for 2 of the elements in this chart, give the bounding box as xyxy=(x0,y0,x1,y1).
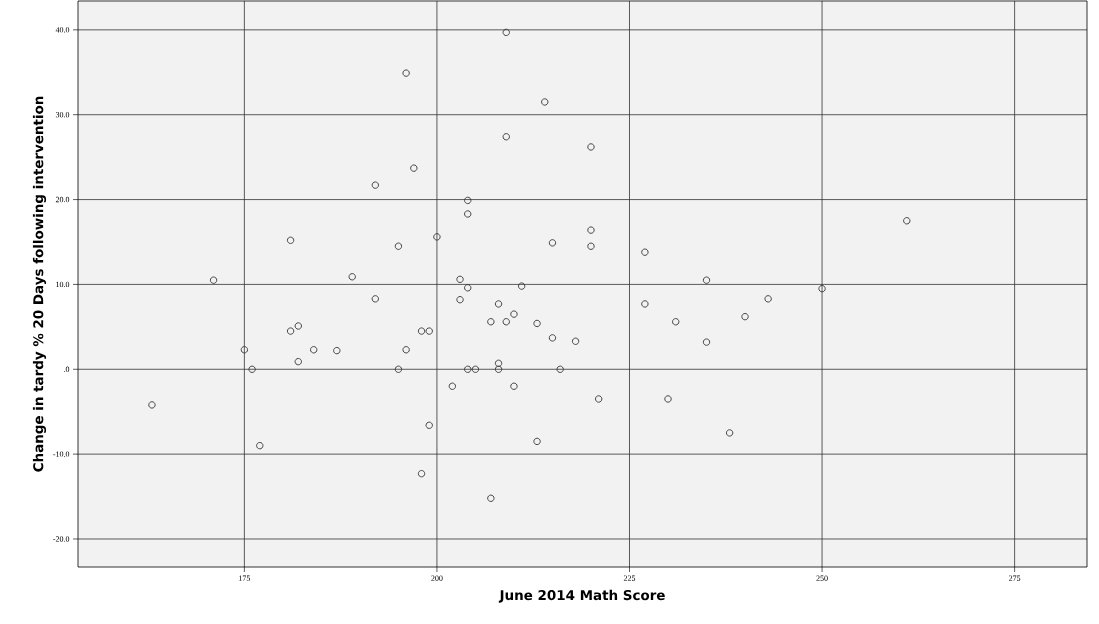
x-axis-title: June 2014 Math Score xyxy=(498,589,665,603)
y-axis-title: Change in tardy % 20 Days following intervention xyxy=(32,96,47,472)
